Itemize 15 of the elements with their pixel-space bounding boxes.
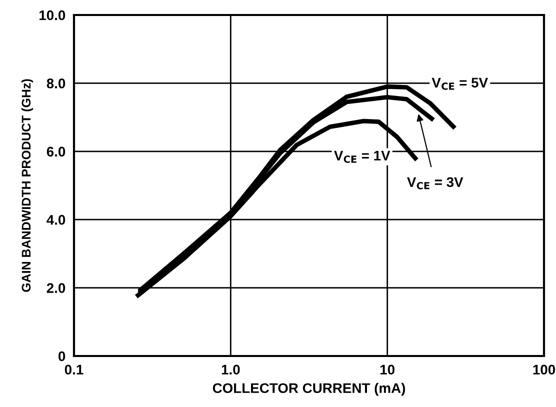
annotation: V$_{CE}$ = 3V xyxy=(407,177,464,190)
y-tick-label: 8.0 xyxy=(46,78,66,88)
y-tick-label: 6.0 xyxy=(46,146,66,157)
annotation: V$_{CE}$ = 1V xyxy=(334,150,390,163)
x-tick-label: 0.1 xyxy=(64,364,84,375)
x-axis-title: COLLECTOR CURRENT (mA) xyxy=(212,382,406,396)
x-tick-label: 100 xyxy=(533,364,556,375)
y-tick-label: 0 xyxy=(58,351,66,362)
annotation: V$_{CE}$ = 5V xyxy=(432,78,488,90)
y-tick-label: 2.0 xyxy=(46,283,66,293)
x-tick-label: 10 xyxy=(380,364,394,375)
y-tick-label: 10.0 xyxy=(40,10,66,20)
y-tick-label: 4.0 xyxy=(46,214,66,225)
x-tick-label: 1.0 xyxy=(222,364,240,375)
y-axis-title: GAIN BANDWIDTH PRODUCT (GHz) xyxy=(21,79,34,292)
